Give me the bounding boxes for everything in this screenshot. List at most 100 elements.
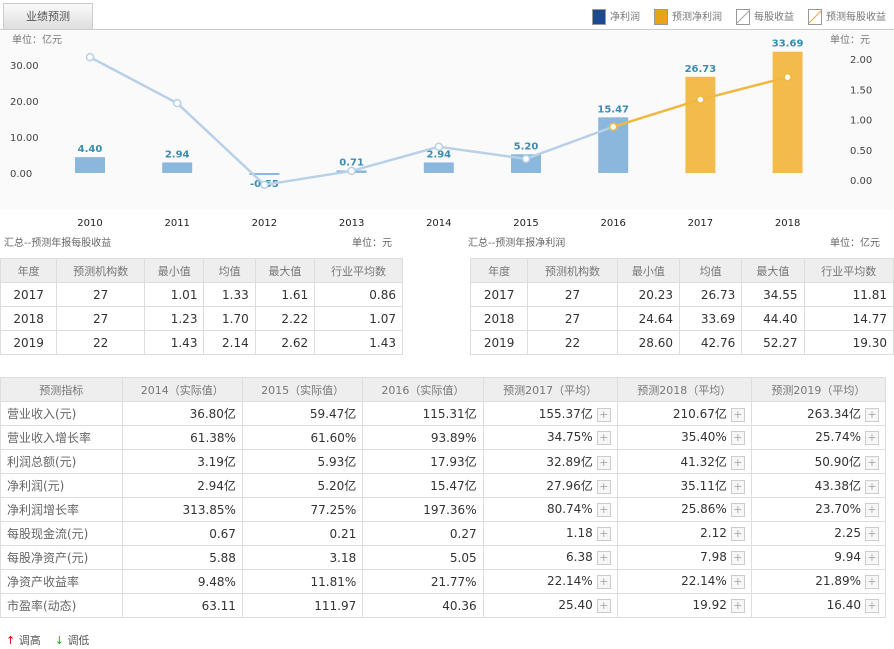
expand-plus-icon[interactable]: + <box>596 550 611 565</box>
expand-plus-icon[interactable]: + <box>730 598 745 613</box>
cell-value: 2.22 <box>281 311 309 326</box>
expand-plus-icon[interactable]: + <box>865 526 879 541</box>
eps-point[interactable] <box>347 166 356 176</box>
table-cell: 1.33 <box>203 282 256 307</box>
expand-plus-icon[interactable]: + <box>730 574 745 589</box>
expand-plus-icon[interactable]: + <box>865 479 879 494</box>
cell-value: 50.90亿 <box>814 455 861 469</box>
cell-value: 93.89% <box>430 430 477 445</box>
expand-plus-icon[interactable]: + <box>865 430 879 445</box>
table-cell: 0.27 <box>362 521 484 546</box>
cell-value: 净利润增长率 <box>7 503 80 517</box>
table-cell: 197.36% <box>362 497 484 522</box>
table-cell: 1.70 <box>203 306 256 331</box>
expand-plus-icon[interactable]: + <box>865 550 879 565</box>
table-cell: 44.40 <box>741 306 805 331</box>
cell-value: 63.11 <box>201 598 236 613</box>
bar-2010[interactable] <box>75 157 105 173</box>
cell-value: 43.38亿 <box>814 479 861 493</box>
expand-plus-icon[interactable]: + <box>730 479 745 494</box>
legend-item[interactable]: 每股收益 <box>736 8 794 25</box>
bar-2014[interactable] <box>423 162 454 173</box>
cell-value: 16.40 <box>826 598 861 613</box>
table-cell: 41.32亿 + <box>616 449 752 474</box>
expand-plus-icon[interactable]: + <box>865 455 879 470</box>
expand-plus-icon[interactable]: + <box>596 407 611 422</box>
table-cell: 0.67 <box>121 521 243 546</box>
bar-2012[interactable] <box>249 173 280 175</box>
expand-plus-icon[interactable]: + <box>865 407 879 422</box>
cell-value: 27 <box>93 287 109 302</box>
table-cell: 14.77 <box>803 306 894 331</box>
table-cell: 115.31亿 <box>362 401 484 426</box>
table-cell: 33.69 <box>678 306 743 331</box>
cell-value: 1.61 <box>281 287 309 302</box>
table-cell: 1.43 <box>314 330 403 355</box>
expand-plus-icon[interactable]: + <box>596 479 611 494</box>
eps-point[interactable] <box>783 72 792 82</box>
bar-data-label: 2.94 <box>165 149 190 160</box>
legend-item[interactable]: 预测每股收益 <box>808 8 886 25</box>
expand-plus-icon[interactable]: + <box>596 574 611 589</box>
expand-plus-icon[interactable]: + <box>596 526 611 541</box>
bar-2018[interactable] <box>772 51 803 173</box>
eps-point[interactable] <box>260 180 269 190</box>
cell-value: 2019 <box>13 335 44 350</box>
legend-item[interactable]: 预测净利润 <box>654 8 722 25</box>
cell-value: 25.40 <box>558 598 593 613</box>
eps-point[interactable] <box>521 154 531 164</box>
table-cell: 27 <box>527 306 618 331</box>
table-cell: 19.92 + <box>616 593 752 618</box>
eps-point[interactable] <box>172 98 182 108</box>
expand-plus-icon[interactable]: + <box>730 455 745 470</box>
table-cell: 77.25% <box>241 497 364 522</box>
cell-value: 23.70% <box>815 502 861 517</box>
chart-legend: 净利润 预测净利润 每股收益 预测每股收益 <box>592 8 886 25</box>
cell-value: 每股净资产(元) <box>7 551 89 565</box>
eps-point[interactable] <box>696 95 705 104</box>
eps-point[interactable] <box>85 52 95 62</box>
expand-plus-icon[interactable]: + <box>596 455 611 470</box>
cell-value: 2018 <box>483 311 515 326</box>
bar-2017[interactable] <box>685 76 716 173</box>
bar-2011[interactable] <box>162 162 193 173</box>
cell-value: 2018 <box>13 311 44 326</box>
expand-plus-icon[interactable]: + <box>730 550 745 565</box>
table-cell: 1.61 <box>254 282 316 307</box>
cell-value: 210.67亿 <box>672 407 727 421</box>
table-cell: 2.25 + <box>750 521 887 546</box>
legend-item[interactable]: 净利润 <box>592 8 640 25</box>
expand-plus-icon[interactable]: + <box>730 407 745 422</box>
cell-value: 7.98 <box>700 550 727 565</box>
table-cell: 5.88 <box>121 545 243 570</box>
eps-point[interactable] <box>434 142 444 151</box>
expand-plus-icon[interactable]: + <box>865 502 879 517</box>
table-cell: 2.22 <box>254 306 316 331</box>
eps-point[interactable] <box>608 122 618 132</box>
table-cell: 1.07 <box>314 306 403 331</box>
expand-plus-icon[interactable]: + <box>865 574 879 589</box>
cell-value: 2.25 <box>834 526 861 541</box>
expand-plus-icon[interactable]: + <box>596 598 611 613</box>
table-cell: 93.89% <box>362 425 484 450</box>
cell-value: 2.14 <box>222 335 249 350</box>
column-header: 预测2017（平均） <box>482 377 618 402</box>
expand-plus-icon[interactable]: + <box>596 430 611 445</box>
expand-plus-icon[interactable]: + <box>730 502 745 517</box>
column-header: 预测指标 <box>0 377 123 402</box>
expand-plus-icon[interactable]: + <box>596 502 611 517</box>
cell-value: 市盈率(动态) <box>7 599 77 613</box>
table-cell: 43.38亿 + <box>750 473 887 498</box>
cell-value: 44.40 <box>763 311 798 326</box>
table-cell: 25.74% + <box>750 425 887 450</box>
cell-value: 52.27 <box>763 335 798 350</box>
expand-plus-icon[interactable]: + <box>865 598 879 613</box>
expand-plus-icon[interactable]: + <box>730 526 745 541</box>
tab-earnings-forecast[interactable]: 业绩预测 <box>3 3 93 30</box>
table-cell: 7.98 + <box>616 545 752 570</box>
cell-value: 33.69 <box>700 311 736 326</box>
column-header: 均值 <box>678 258 743 283</box>
expand-plus-icon[interactable]: + <box>730 430 745 445</box>
cell-value: 营业收入(元) <box>7 407 77 421</box>
legend-swatch <box>736 9 750 25</box>
